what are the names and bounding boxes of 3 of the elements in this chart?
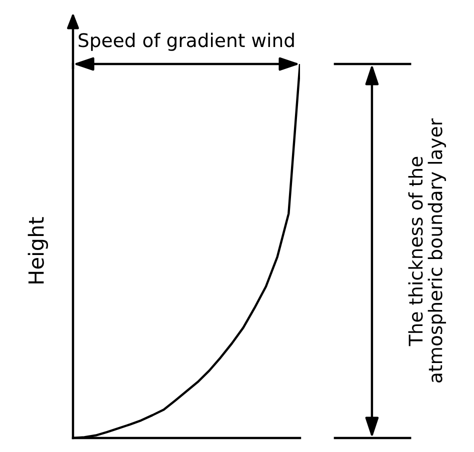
text: The thickness of the atmospheric boundary layer xyxy=(408,118,446,382)
text: Speed of gradient wind xyxy=(78,32,294,51)
y-axis-title: Height xyxy=(28,217,48,284)
